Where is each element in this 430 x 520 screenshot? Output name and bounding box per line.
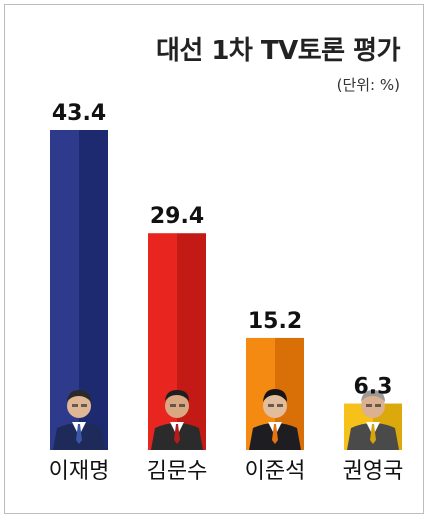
- value-label-2: 29.4: [150, 204, 204, 229]
- value-label-4: 6.3: [354, 375, 393, 400]
- candidate-portrait-2: [151, 390, 203, 450]
- category-label-1: 이재명: [49, 459, 110, 484]
- value-label-1: 43.4: [52, 101, 106, 126]
- candidate-portrait-1: [53, 390, 105, 450]
- chart-title: 대선 1차 TV토론 평가: [155, 36, 401, 66]
- category-label-3: 이준석: [245, 459, 306, 484]
- candidate-portrait-4: [347, 390, 399, 450]
- bar-2-right: [177, 233, 206, 450]
- category-label-4: 권영국: [343, 459, 404, 484]
- category-label-2: 김문수: [147, 459, 208, 484]
- candidate-portrait-3: [249, 389, 301, 450]
- value-label-3: 15.2: [248, 309, 302, 334]
- bar-2-left: [148, 233, 177, 450]
- unit-label: (단위: %): [336, 76, 400, 94]
